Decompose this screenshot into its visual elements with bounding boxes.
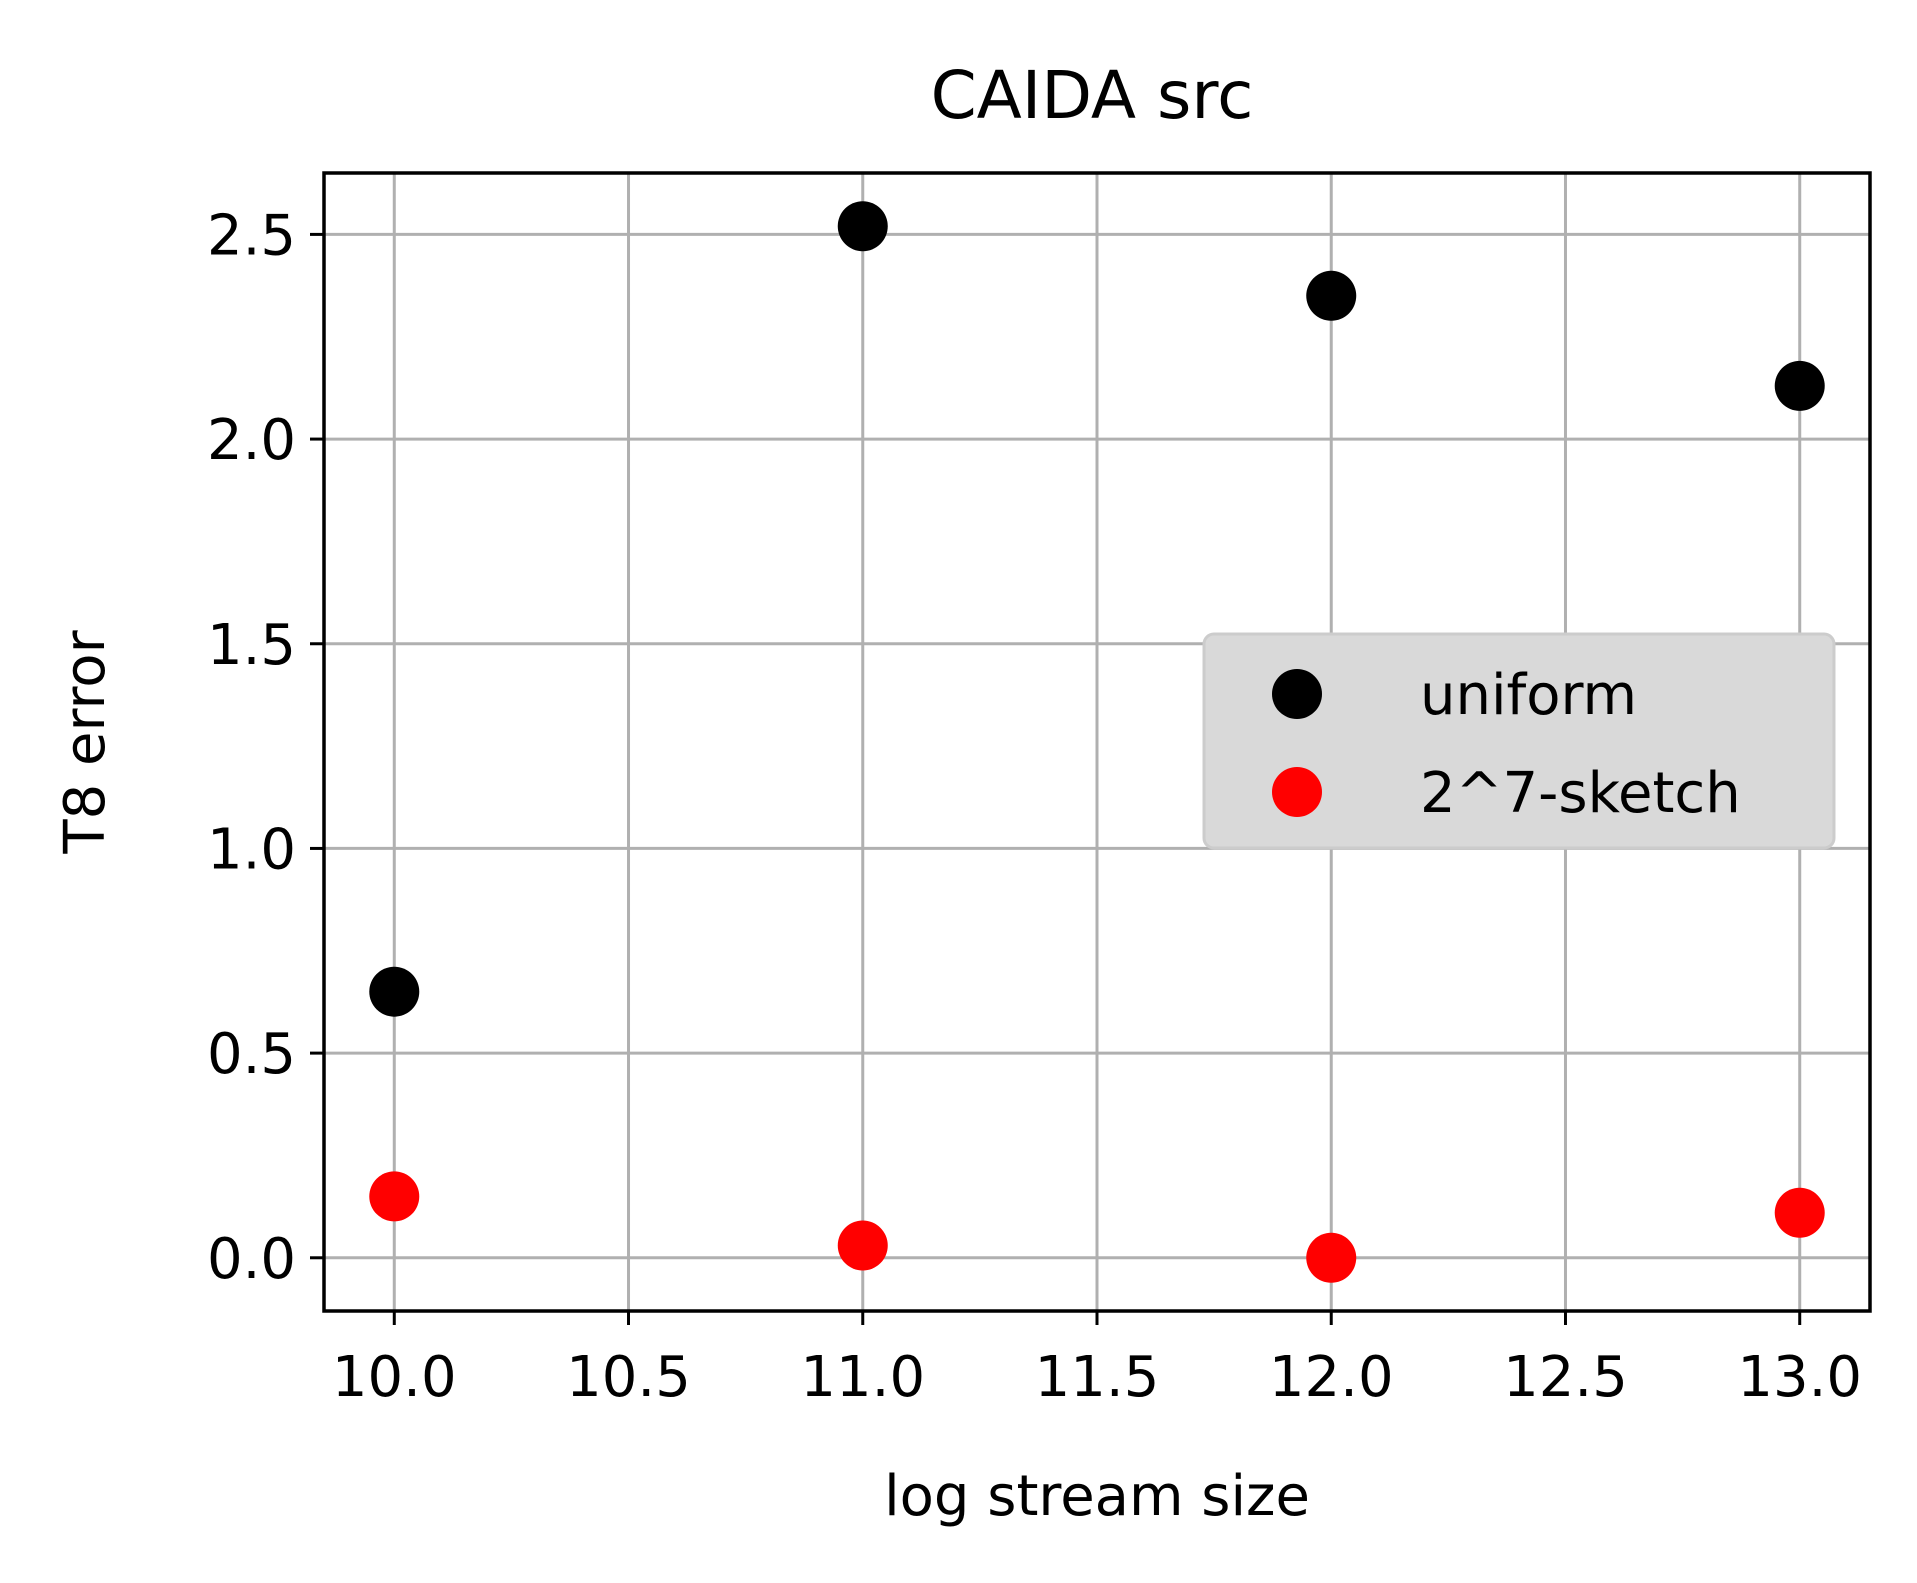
y-tick-label: 0.0 — [207, 1227, 296, 1292]
point-uniform — [1774, 360, 1825, 411]
x-tick-label: 11.5 — [1035, 1345, 1160, 1410]
legend-marker — [1272, 767, 1322, 817]
legend-label: 2^7-sketch — [1420, 761, 1741, 826]
point-uniform — [1306, 270, 1357, 321]
legend-label: uniform — [1420, 663, 1637, 728]
point-sketch — [369, 1171, 420, 1222]
legend-marker — [1272, 669, 1322, 719]
x-tick-label: 10.0 — [332, 1345, 457, 1410]
point-uniform — [369, 966, 420, 1017]
x-tick-label: 13.0 — [1737, 1345, 1862, 1410]
y-tick-label: 2.0 — [207, 408, 296, 473]
point-sketch — [1306, 1232, 1357, 1283]
x-tick-label: 12.5 — [1503, 1345, 1628, 1410]
y-tick-label: 1.5 — [207, 613, 296, 678]
tick-labels: 10.0 10.5 11.0 11.5 12.0 12.5 13.0 0.0 0.5 1.0 1.5… — [207, 203, 1862, 1410]
axis-ticks — [310, 232, 1802, 1325]
y-tick-label: 2.5 — [207, 203, 296, 268]
data-points — [369, 201, 1825, 1283]
y-tick-label: 0.5 — [207, 1022, 296, 1087]
x-tick-label: 10.5 — [566, 1345, 691, 1410]
x-tick-label: 11.0 — [800, 1345, 925, 1410]
point-uniform — [837, 201, 888, 252]
legend: uniform 2^7-sketch — [1202, 632, 1836, 850]
x-axis-label: log stream size — [884, 1464, 1310, 1529]
y-axis-label: T8 error — [53, 629, 118, 854]
x-tick-label: 12.0 — [1269, 1345, 1394, 1410]
point-sketch — [837, 1220, 888, 1271]
chart-title: CAIDA src — [931, 57, 1254, 134]
y-tick-label: 1.0 — [207, 817, 296, 882]
point-sketch — [1774, 1187, 1825, 1238]
legend-box — [1202, 632, 1836, 850]
